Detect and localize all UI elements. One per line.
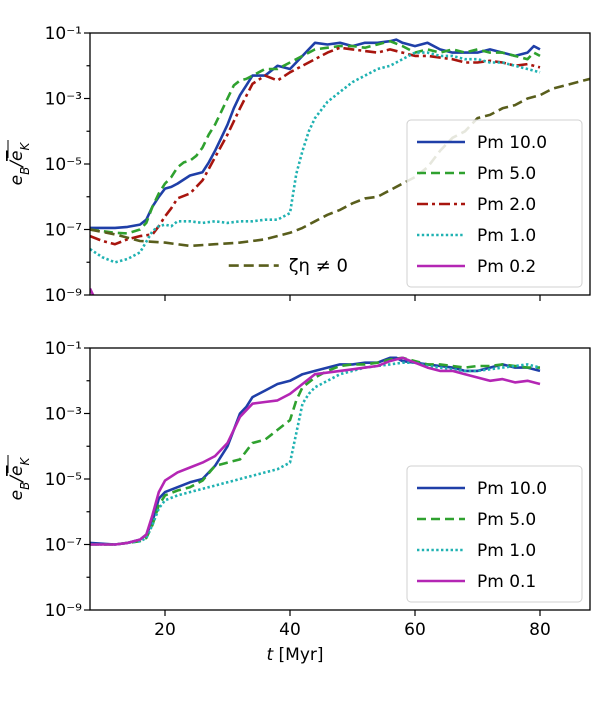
series-group <box>90 356 541 546</box>
legend-label: Pm 5.0 <box>477 510 536 530</box>
y-tick-label: 10⁻³ <box>45 405 82 425</box>
x-axis-label: t [Myr] <box>266 645 323 665</box>
series-line-pm-1.0 <box>90 51 541 264</box>
series-line-pm-5.0 <box>90 39 541 235</box>
y-tick-label: 10⁻⁷ <box>45 536 83 556</box>
legend-box <box>406 465 583 603</box>
x-tick-label: 60 <box>404 620 426 640</box>
y-tick-label: 10⁻⁷ <box>45 221 83 241</box>
legend-label: Pm 0.2 <box>477 257 536 277</box>
legend: Pm 10.0 Pm 5.0 Pm 1.0 Pm 0.1 <box>406 465 583 603</box>
annotation-label: ζη ≠ 0 <box>289 256 348 277</box>
x-tick-label: 20 <box>154 620 176 640</box>
y-tick-label: 10⁻⁹ <box>45 286 83 306</box>
x-tick-label: 80 <box>529 620 551 640</box>
y-tick-label: 10⁻¹ <box>45 24 82 44</box>
y-tick-label: 10⁻¹ <box>45 339 82 359</box>
x-tick-label: 40 <box>279 620 301 640</box>
legend-label: Pm 10.0 <box>477 133 547 153</box>
series-line-pm-0.1 <box>90 356 541 546</box>
series-line-pm-2.0 <box>90 46 541 246</box>
legend-label: Pm 5.0 <box>477 164 536 184</box>
legend-label: Pm 1.0 <box>477 226 536 246</box>
series-line-pm-5.0 <box>90 356 540 546</box>
legend-label: Pm 1.0 <box>477 541 536 561</box>
legend-box <box>406 119 583 288</box>
legend-label: Pm 10.0 <box>477 479 547 499</box>
chart-panel-1: 10⁻⁹10⁻⁷10⁻⁵10⁻³10⁻¹eB/eK Pm 10.0Pm 5.0Pm… <box>7 24 591 306</box>
legend-label: Pm 2.0 <box>477 195 536 215</box>
y-tick-label: 10⁻⁵ <box>45 470 82 490</box>
legend: Pm 10.0 Pm 5.0 Pm 2.0 Pm 1.0 Pm 0.2 <box>406 119 583 288</box>
y-tick-label: 10⁻⁵ <box>45 155 82 175</box>
series-line-unlabeled <box>90 77 590 248</box>
y-tick-label: 10⁻³ <box>45 90 82 110</box>
legend-label: Pm 0.1 <box>477 572 536 592</box>
y-tick-label: 10⁻⁹ <box>45 601 83 621</box>
